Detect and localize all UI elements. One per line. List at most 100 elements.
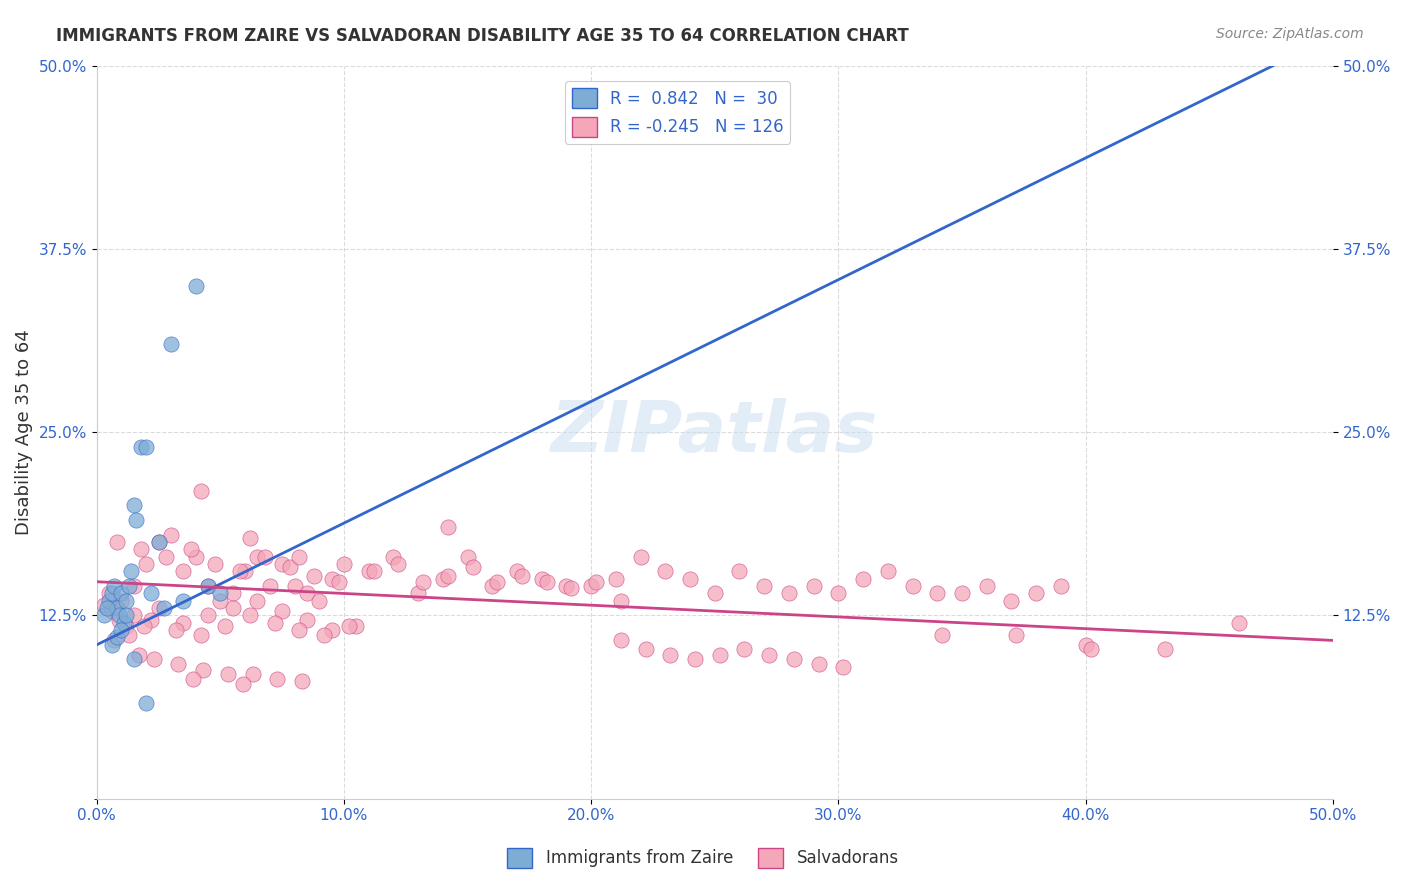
Point	[931, 627, 953, 641]
Y-axis label: Disability Age 35 to 64: Disability Age 35 to 64	[15, 329, 32, 535]
Point	[246, 594, 269, 608]
Point	[321, 623, 343, 637]
Point	[461, 560, 484, 574]
Point	[709, 648, 731, 662]
Point	[605, 572, 627, 586]
Point	[288, 549, 311, 564]
Point	[191, 663, 214, 677]
Point	[105, 601, 128, 615]
Point	[93, 598, 115, 612]
Point	[901, 579, 924, 593]
Point	[266, 672, 288, 686]
Point	[129, 542, 152, 557]
Point	[115, 618, 138, 632]
Point	[128, 648, 150, 662]
Point	[387, 557, 409, 571]
Point	[803, 579, 825, 593]
Point	[172, 565, 194, 579]
Point	[165, 623, 187, 637]
Point	[783, 652, 806, 666]
Point	[436, 520, 458, 534]
Point	[610, 594, 633, 608]
Point	[314, 627, 336, 641]
Point	[337, 618, 360, 632]
Point	[209, 586, 232, 600]
Point	[950, 586, 973, 600]
Point	[259, 579, 281, 593]
Point	[357, 565, 380, 579]
Point	[197, 579, 219, 593]
Point	[560, 581, 582, 595]
Point	[246, 549, 269, 564]
Point	[295, 586, 318, 600]
Point	[295, 613, 318, 627]
Point	[122, 652, 145, 666]
Point	[103, 579, 125, 593]
Point	[96, 601, 118, 615]
Point	[1000, 594, 1022, 608]
Point	[222, 586, 245, 600]
Point	[233, 565, 256, 579]
Point	[308, 594, 330, 608]
Point	[291, 674, 314, 689]
Point	[148, 535, 170, 549]
Point	[110, 623, 132, 637]
Point	[271, 604, 294, 618]
Point	[510, 569, 533, 583]
Point	[172, 594, 194, 608]
Point	[1153, 642, 1175, 657]
Point	[190, 627, 212, 641]
Point	[98, 586, 121, 600]
Point	[827, 586, 849, 600]
Point	[110, 586, 132, 600]
Point	[1227, 615, 1250, 630]
Point	[184, 278, 207, 293]
Text: IMMIGRANTS FROM ZAIRE VS SALVADORAN DISABILITY AGE 35 TO 64 CORRELATION CHART: IMMIGRANTS FROM ZAIRE VS SALVADORAN DISA…	[56, 27, 910, 45]
Point	[1005, 627, 1028, 641]
Point	[108, 613, 131, 627]
Point	[382, 549, 405, 564]
Point	[630, 549, 652, 564]
Point	[283, 579, 305, 593]
Point	[659, 648, 682, 662]
Point	[110, 594, 132, 608]
Point	[120, 565, 142, 579]
Point	[432, 572, 454, 586]
Point	[263, 615, 285, 630]
Point	[160, 528, 183, 542]
Point	[141, 586, 163, 600]
Point	[536, 574, 558, 589]
Point	[160, 337, 183, 351]
Point	[112, 615, 135, 630]
Point	[155, 549, 177, 564]
Point	[100, 638, 122, 652]
Point	[118, 627, 141, 641]
Point	[122, 579, 145, 593]
Point	[733, 642, 755, 657]
Point	[229, 565, 252, 579]
Point	[1074, 638, 1097, 652]
Point	[278, 560, 301, 574]
Point	[654, 565, 676, 579]
Point	[703, 586, 725, 600]
Point	[122, 499, 145, 513]
Point	[148, 535, 170, 549]
Point	[100, 604, 122, 618]
Point	[209, 594, 232, 608]
Point	[214, 618, 236, 632]
Point	[288, 623, 311, 637]
Point	[172, 615, 194, 630]
Point	[344, 618, 367, 632]
Point	[333, 557, 356, 571]
Point	[579, 579, 602, 593]
Point	[190, 483, 212, 498]
Point	[585, 574, 607, 589]
Point	[412, 574, 434, 589]
Point	[141, 613, 163, 627]
Point	[1080, 642, 1102, 657]
Point	[135, 440, 157, 454]
Point	[976, 579, 998, 593]
Point	[148, 601, 170, 615]
Point	[328, 574, 350, 589]
Point	[832, 660, 855, 674]
